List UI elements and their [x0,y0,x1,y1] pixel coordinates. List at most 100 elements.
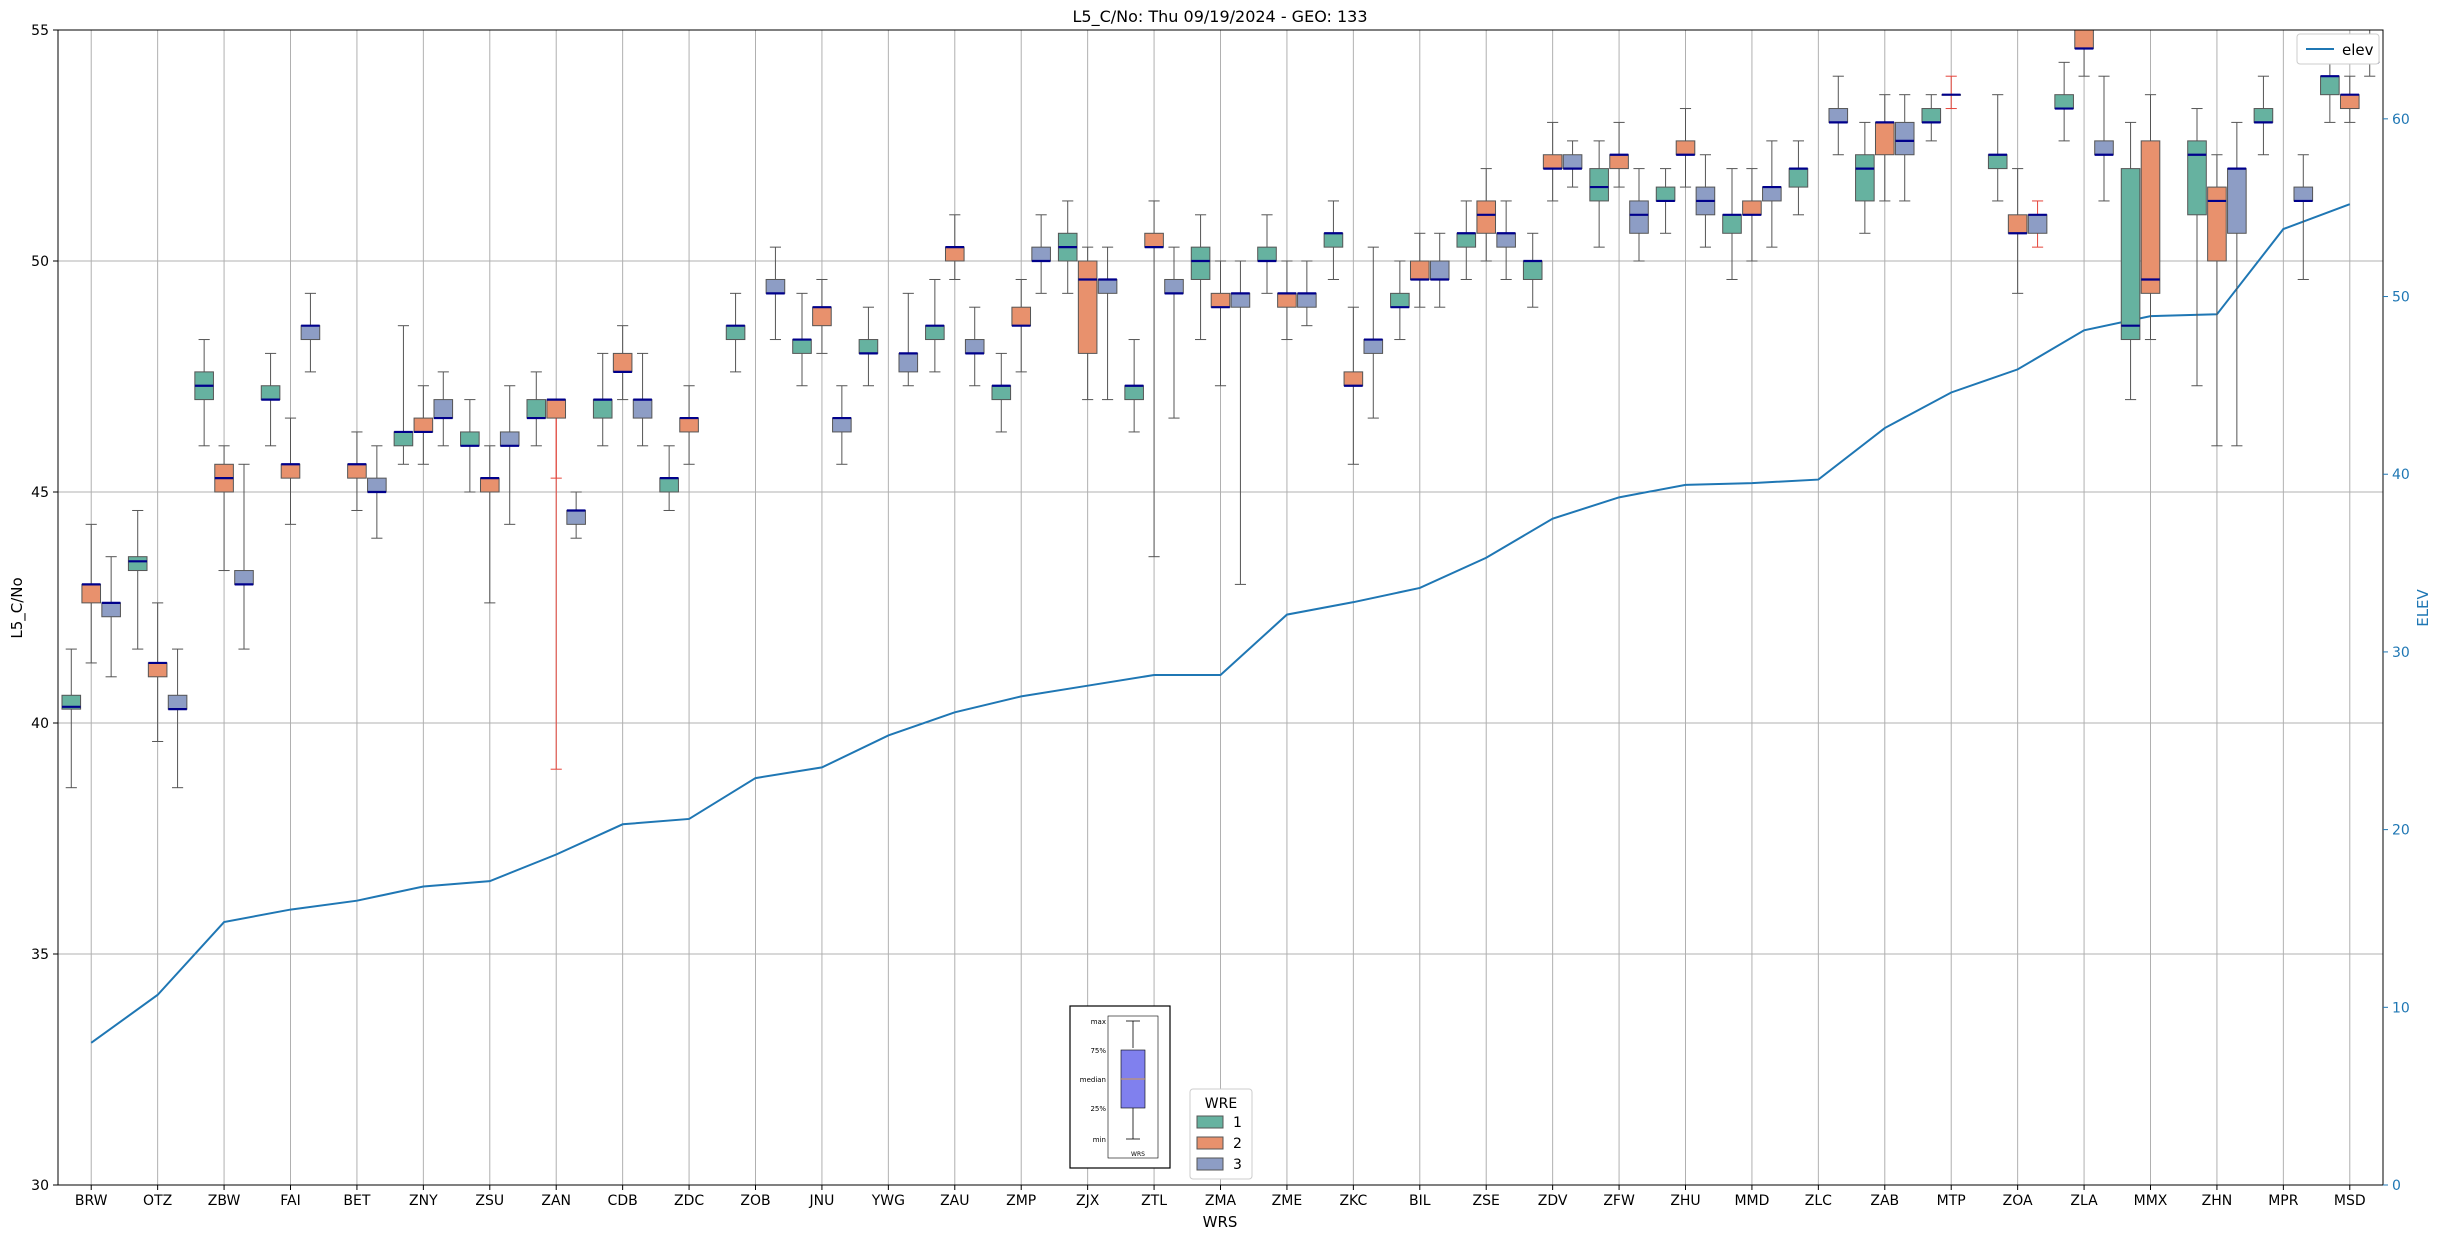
box-key-inset: max 75% median 25% min WRS [1069,1005,1171,1169]
x-tick-label: ZJX [1076,1193,1100,1209]
box [2140,140,2161,294]
box-group-wre-2 [1077,246,1098,401]
box-group-wre-1 [526,371,547,447]
box [1874,121,1895,156]
box [1011,306,1032,327]
box [1921,108,1942,123]
elev-legend-label: elev [2342,41,2374,59]
box [2187,140,2207,216]
box [2054,94,2074,110]
box [1363,339,1384,354]
box [1629,200,1649,234]
wre-legend-swatch-3 [1196,1157,1224,1171]
box [944,246,965,262]
box-group-wre-3 [1230,260,1251,585]
x-tick-label: ZDC [674,1193,704,1209]
box-group-wre-2 [2074,30,2094,77]
y-tick-label: 55 [31,23,49,39]
box [1164,278,1184,294]
box [147,662,168,678]
box [167,694,188,710]
box [300,325,321,341]
box [925,325,945,341]
box-group-wre-3 [1164,246,1184,419]
wre-legend-frame [1189,1088,1253,1180]
box-group-wre-2 [944,214,965,280]
box [81,583,102,604]
box-key-label-median: median [1080,1076,1106,1084]
wre-legend-swatch-1 [1196,1115,1224,1129]
x-tick-label: MTP [1937,1193,1966,1209]
box [1722,214,1742,234]
box [526,399,547,419]
box [812,306,832,327]
x-tick-label: BIL [1409,1193,1431,1209]
box [347,463,367,479]
box [1609,154,1629,170]
box [1894,121,1915,156]
box [1522,260,1543,280]
boxplot-layer [61,30,2380,789]
box-group-wre-1 [2054,61,2074,142]
box [1124,385,1144,401]
box [659,477,679,493]
box [2007,214,2028,234]
box-group-wre-2 [81,523,102,664]
y2-tick-label: 40 [2392,467,2410,483]
wre-legend-title: WRE [1205,1096,1237,1112]
box-group-wre-1 [725,292,746,373]
box-group-wre-2 [2339,75,2360,123]
x-tick-label: ZME [1272,1193,1303,1209]
box-group-wre-3 [367,445,387,539]
box [1456,232,1477,248]
box-group-wre-3 [765,246,786,341]
box [1343,371,1364,387]
box [1655,186,1676,202]
x-tick-label: ZMP [1006,1193,1036,1209]
x-tick-label: ZDV [1538,1193,1568,1209]
y-tick-label: 45 [31,485,49,501]
box-group-wre-2 [147,602,168,742]
box-group-wre-3 [2027,200,2048,248]
box [2120,168,2141,341]
box-key-label-q3: 75% [1090,1047,1106,1055]
box-group-wre-1 [1323,200,1344,280]
box [2293,186,2314,202]
box [2207,186,2227,262]
x-tick-label: ZLA [2070,1193,2098,1209]
box [1077,260,1098,354]
box-group-wre-2 [1542,121,1563,202]
box [367,477,387,493]
elev-line [90,203,2351,1044]
wre-legend: WRE 1 2 3 [1189,1088,1253,1180]
box-group-wre-3 [101,556,121,678]
box [1230,292,1251,308]
box [1429,260,1450,280]
box-group-wre-3 [1496,200,1516,280]
x-tick-label: ZNY [409,1193,438,1209]
box-group-wre-1 [1522,232,1543,308]
x-axis: BRW OTZ ZBW FAI BET ZNY ZSU ZAN CDB ZDC ZOB JNU YWG Z… [75,1185,2366,1209]
box [1297,292,1317,308]
box [632,399,653,419]
box-group-wre-3 [832,385,852,465]
box-group-wre-1 [858,306,879,387]
y-tick-label: 50 [31,254,49,270]
box [592,399,613,419]
box-group-wre-2 [679,385,699,465]
box-group-wre-2 [347,431,367,511]
x-tick-label: OTZ [143,1193,172,1209]
box [1855,154,1875,202]
box-group-wre-3 [499,385,520,525]
box-group-wre-3 [300,292,321,373]
box-group-wre-3 [433,371,454,447]
x-tick-label: ZTL [1141,1193,1167,1209]
box-group-wre-1 [1589,140,1609,248]
box [1031,246,1051,262]
box-group-wre-1 [127,509,148,650]
box [991,385,1012,401]
y-axis-left: 30 35 40 45 50 55 [31,23,58,1194]
box [61,694,82,710]
y-tick-label: 35 [31,947,49,963]
box [832,417,852,433]
